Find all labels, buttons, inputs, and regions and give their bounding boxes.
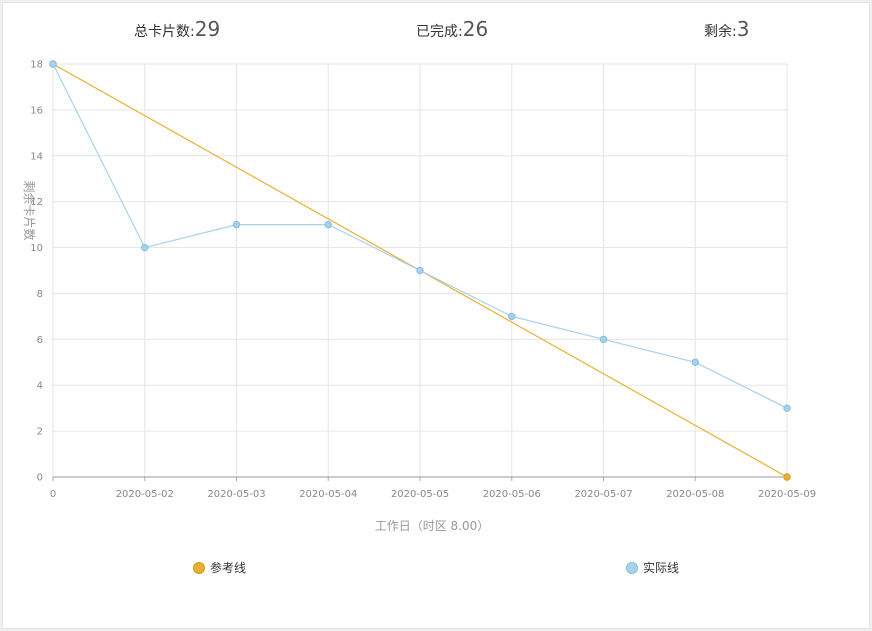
x-tick-label: 2020-05-08	[666, 489, 724, 500]
x-tick-label: 2020-05-03	[207, 489, 265, 500]
data-point-1-3	[324, 220, 332, 229]
total-cards-label: 总卡片数:	[134, 24, 195, 40]
data-point-1-7	[691, 358, 699, 366]
data-point-1-6	[599, 335, 608, 344]
y-axis-title: 剩余卡片数	[22, 180, 37, 240]
data-point-1-5	[508, 312, 516, 321]
legend-marker-reference	[193, 561, 205, 574]
summary-bar: 总卡片数:29 已完成:26 剩余:3	[3, 17, 869, 47]
remaining-cards-value: 3	[736, 17, 750, 41]
y-tick-label: 16	[30, 105, 43, 116]
remaining-cards-label: 剩余:	[704, 24, 737, 40]
y-tick-label: 14	[30, 151, 43, 162]
data-point-1-8	[783, 404, 791, 412]
y-tick-label: 0	[37, 473, 43, 484]
legend-label-reference: 参考线	[210, 561, 247, 575]
y-tick-label: 2	[37, 427, 43, 438]
total-cards-value: 29	[194, 17, 221, 41]
burndown-chart: 0 2 4 6 8 10 12 14 16 18 0 2020-05-02 2020-05-03 2020…	[22, 60, 816, 534]
x-tick-label: 0	[50, 489, 56, 500]
x-tick-label: 2020-05-04	[299, 489, 357, 500]
total-cards-stat: 总卡片数:29	[134, 17, 220, 41]
done-cards-stat: 已完成:26	[416, 17, 488, 41]
remaining-cards-stat: 剩余:3	[704, 17, 749, 41]
legend-item-reference[interactable]: 参考线	[193, 559, 246, 576]
y-tick-label: 6	[37, 335, 43, 346]
y-tick-label: 12	[30, 197, 43, 208]
legend-marker-actual	[626, 561, 638, 574]
y-tick-label: 8	[37, 289, 43, 300]
legend-label-actual: 实际线	[643, 561, 680, 575]
done-cards-label: 已完成:	[416, 24, 463, 40]
data-point-1-1	[141, 243, 149, 252]
x-tick-label: 2020-05-09	[758, 489, 816, 500]
x-tick-label: 2020-05-06	[483, 489, 541, 500]
y-tick-label: 4	[37, 381, 43, 392]
data-point-1-4	[416, 266, 424, 275]
x-tick-label: 2020-05-05	[391, 489, 449, 500]
y-tick-label: 10	[30, 243, 43, 254]
data-point-1-2	[232, 220, 241, 229]
data-point-1-0	[49, 60, 57, 68]
data-point-0-8	[783, 473, 791, 481]
x-tick-label: 2020-05-02	[116, 489, 174, 500]
x-tick-label: 2020-05-07	[574, 489, 632, 500]
y-tick-label: 18	[30, 60, 43, 71]
done-cards-value: 26	[462, 17, 489, 41]
x-axis-title: 工作日（时区 8.00）	[375, 519, 490, 533]
legend-item-actual[interactable]: 实际线	[626, 559, 679, 576]
